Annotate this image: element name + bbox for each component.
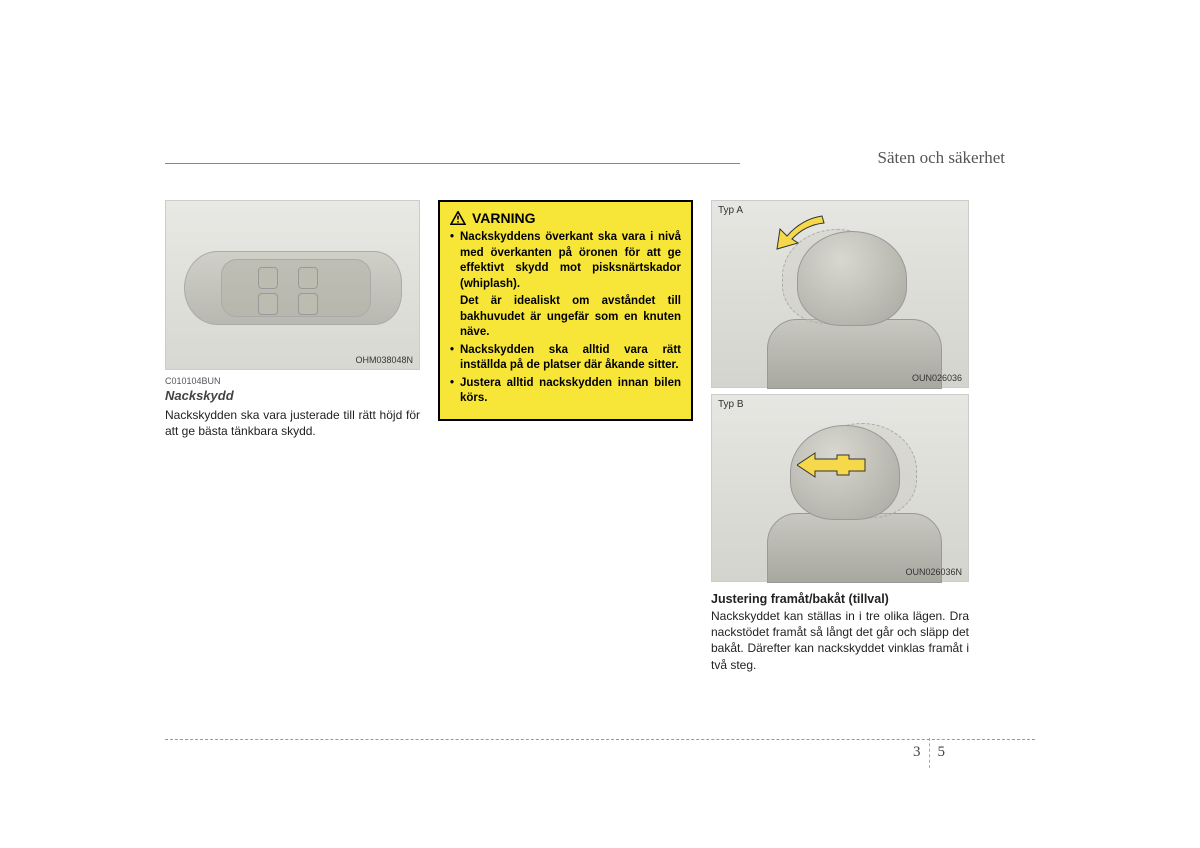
warning-item: Det är idealiskt om avståndet till bakhu… xyxy=(450,294,681,341)
adjustment-arrow-icon xyxy=(772,211,832,251)
figure-headrest-type-a: Typ A OUN026036 xyxy=(711,200,969,388)
column-2: VARNING Nackskyddens överkant ska vara i… xyxy=(438,200,693,673)
manual-page: Säten och säkerhet OHM038048N C010104BUN… xyxy=(165,140,1035,780)
reference-code: C010104BUN xyxy=(165,376,420,386)
body-text-col3: Nackskyddet kan ställas in i tre olika l… xyxy=(711,608,969,673)
adjustment-arrow-icon xyxy=(797,450,867,480)
seat-rear-left xyxy=(298,267,318,289)
warning-triangle-icon xyxy=(450,211,466,225)
section-title: Säten och säkerhet xyxy=(878,148,1005,168)
header-rule-left xyxy=(165,163,740,164)
figure-code: OUN026036N xyxy=(905,567,962,577)
page-number-value: 5 xyxy=(938,744,946,768)
figure-car-top-view: OHM038048N xyxy=(165,200,420,370)
warning-item: Nackskyddens överkant ska vara i nivå me… xyxy=(450,230,681,292)
subheading-nackskydd: Nackskydd xyxy=(165,388,420,403)
seat-front-right xyxy=(258,293,278,315)
seat-front-left xyxy=(258,267,278,289)
heading-adjustment: Justering framåt/bakåt (tillval) xyxy=(711,592,969,606)
figure-code: OUN026036 xyxy=(912,373,962,383)
warning-list: Nackskyddens överkant ska vara i nivå me… xyxy=(450,230,681,407)
seat-rear-right xyxy=(298,293,318,315)
content-columns: OHM038048N C010104BUN Nackskydd Nackskyd… xyxy=(165,200,1035,673)
warning-header: VARNING xyxy=(450,210,681,226)
warning-item: Justera alltid nackskydden innan bilen k… xyxy=(450,376,681,407)
footer-rule xyxy=(165,739,1035,740)
warning-box: VARNING Nackskyddens överkant ska vara i… xyxy=(438,200,693,421)
column-1: OHM038048N C010104BUN Nackskydd Nackskyd… xyxy=(165,200,420,673)
page-divider xyxy=(929,738,930,768)
car-cabin xyxy=(221,259,371,317)
column-3: Typ A OUN026036 Typ B OUN026036N Ju xyxy=(711,200,969,673)
page-number: 3 5 xyxy=(913,744,945,768)
figure-code: OHM038048N xyxy=(355,355,413,365)
figure-label: Typ B xyxy=(718,399,744,410)
chapter-number: 3 xyxy=(913,744,921,768)
figure-label: Typ A xyxy=(718,205,743,216)
warning-item: Nackskydden ska alltid vara rätt inställ… xyxy=(450,343,681,374)
warning-title: VARNING xyxy=(472,210,536,226)
figure-headrest-type-b: Typ B OUN026036N xyxy=(711,394,969,582)
body-text-col1: Nackskydden ska vara justerade till rätt… xyxy=(165,407,420,439)
